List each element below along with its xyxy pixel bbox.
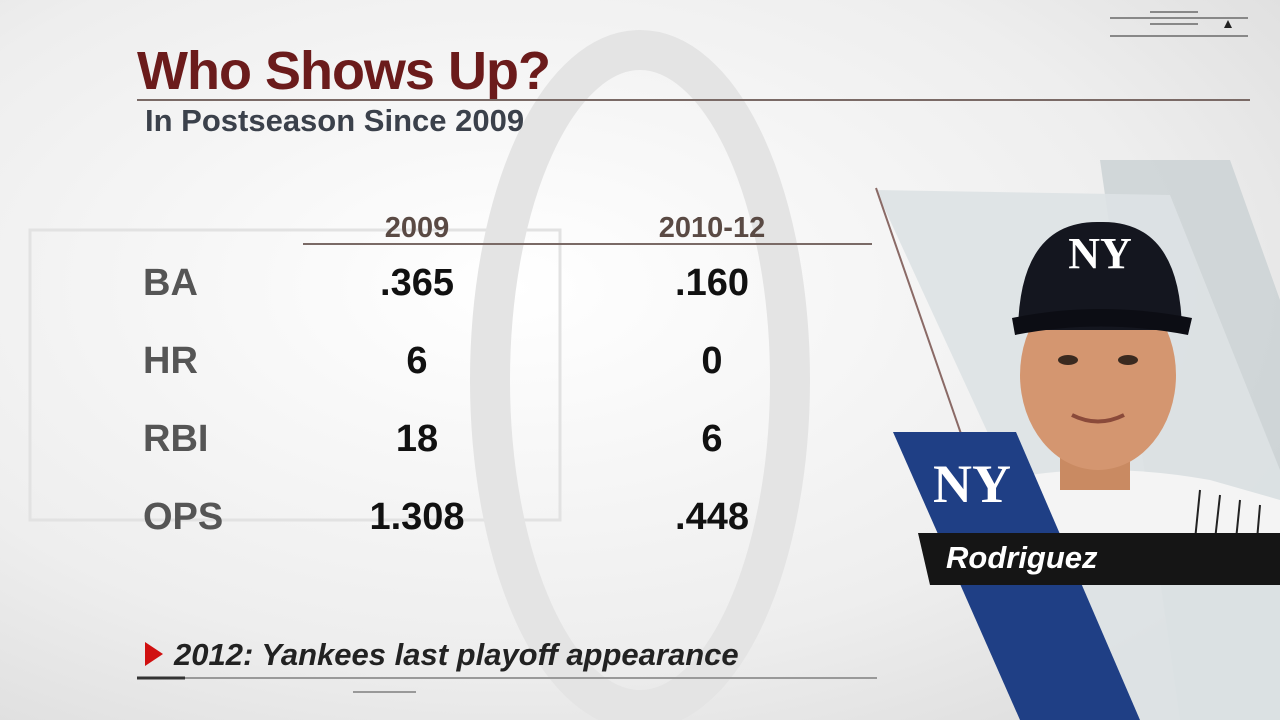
- eye: [1118, 355, 1138, 365]
- bg-shape: [470, 30, 810, 720]
- stat-label: RBI: [143, 418, 209, 460]
- team-logo: NY: [933, 454, 1011, 514]
- title-rule: [137, 99, 1250, 101]
- bg-shape: [28, 228, 562, 522]
- note-marker: [145, 642, 163, 666]
- eye: [1058, 355, 1078, 365]
- title: Who Shows Up?: [137, 41, 551, 101]
- stat-value: 6: [701, 418, 723, 460]
- stat-value: 6: [406, 340, 428, 382]
- stat-label: OPS: [143, 496, 224, 538]
- cap-logo: NY: [1068, 229, 1132, 278]
- pinstripes: [1194, 489, 1261, 541]
- subtitle: In Postseason Since 2009: [145, 103, 525, 138]
- column-header: 2010-12: [658, 212, 766, 244]
- name-bar: [918, 533, 1280, 585]
- cap-brim: [1012, 309, 1192, 335]
- stat-label: HR: [143, 340, 198, 382]
- stat-value: 18: [395, 418, 439, 460]
- stat-value: .365: [380, 262, 454, 304]
- mouth: [1071, 413, 1125, 424]
- deco-lines: [1150, 11, 1198, 25]
- stat-label: BA: [143, 262, 198, 304]
- stat-value: 1.308: [369, 496, 465, 538]
- cap: [1018, 221, 1182, 330]
- stat-value: .160: [675, 262, 749, 304]
- footnote: 2012: Yankees last playoff appearance: [174, 637, 739, 672]
- stat-value: .448: [675, 496, 749, 538]
- column-header: 2009: [384, 212, 450, 244]
- player-name: Rodriguez: [946, 540, 1098, 575]
- stat-value: 0: [701, 340, 723, 382]
- deco-arrow: [1224, 20, 1232, 28]
- deco-lines: [1110, 17, 1248, 37]
- header-rule: [303, 243, 872, 245]
